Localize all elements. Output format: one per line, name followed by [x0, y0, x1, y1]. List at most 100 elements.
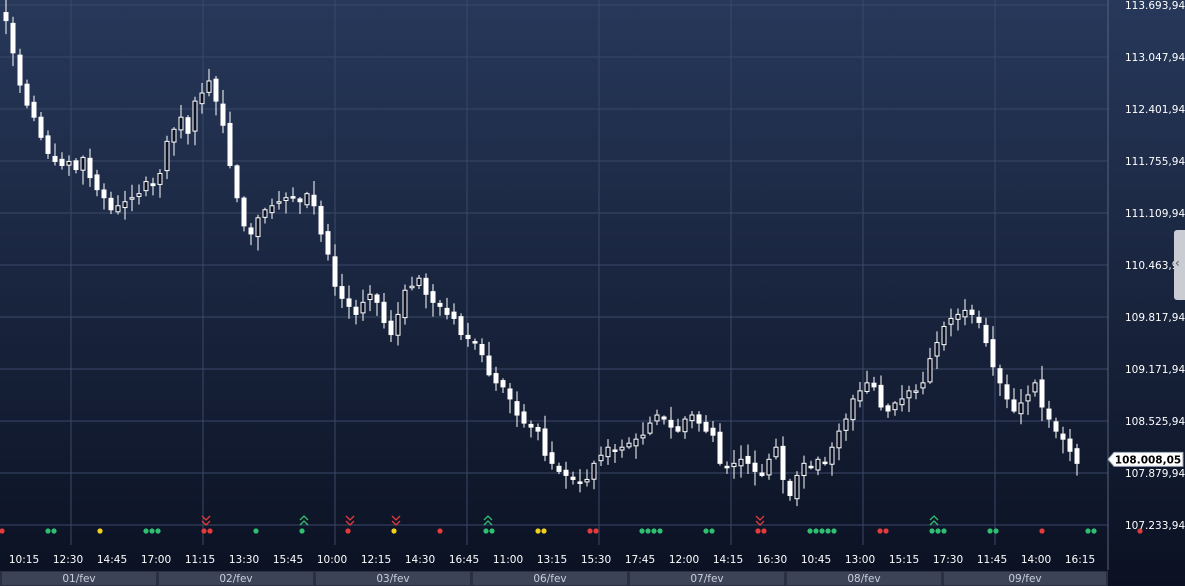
- price-axis-label: 110.463,94: [1125, 260, 1185, 272]
- candle-body: [640, 434, 646, 439]
- chevron-down-icon: [345, 520, 355, 526]
- candle-body: [409, 285, 415, 289]
- chevron-up-icon: [483, 520, 493, 526]
- signal-dot: [45, 528, 51, 534]
- candle-body: [1053, 421, 1059, 432]
- candle-body: [717, 431, 723, 464]
- candle-body: [955, 313, 961, 320]
- candle-body: [591, 462, 597, 480]
- candle-body: [1039, 379, 1045, 408]
- candle-body: [66, 160, 72, 166]
- candle-body: [17, 54, 23, 86]
- candle-body: [703, 421, 709, 432]
- candle-body: [801, 462, 807, 477]
- candle-body: [570, 476, 576, 480]
- chevron-down-icon: [391, 520, 401, 526]
- candle-body: [290, 196, 296, 199]
- candle-body: [143, 181, 149, 192]
- candle-body: [612, 449, 618, 452]
- candle-body: [255, 217, 261, 238]
- candle-body: [136, 193, 142, 197]
- signal-dot: [807, 528, 813, 534]
- price-axis-label: 109.171,94: [1125, 364, 1185, 376]
- signal-dot: [143, 528, 149, 534]
- candle-body: [10, 22, 16, 54]
- candle-body: [374, 294, 380, 303]
- date-segment: [2, 572, 156, 585]
- candle-body: [647, 422, 653, 434]
- candle-body: [521, 411, 527, 424]
- candle-body: [605, 446, 611, 458]
- signal-dot: [819, 528, 825, 534]
- candle-body: [598, 454, 604, 462]
- signal-dot: [1091, 528, 1097, 534]
- candle-body: [416, 277, 422, 286]
- candle-body: [276, 201, 282, 204]
- candle-body: [227, 122, 233, 167]
- time-axis-label: 17:00: [141, 554, 171, 566]
- chevron-down-icon: [345, 515, 355, 521]
- candle-body: [73, 160, 79, 171]
- candle-body: [115, 205, 121, 213]
- date-label: 01/fev: [62, 573, 95, 585]
- signal-dot: [993, 528, 999, 534]
- candle-body: [1046, 408, 1052, 420]
- current-price-label: 108.008,05: [1115, 454, 1181, 466]
- signal-dot: [483, 528, 489, 534]
- time-axis-label: 10:00: [317, 554, 347, 566]
- candle-body: [563, 469, 569, 476]
- time-axis: 10:15 12:30 14:45 17:00 11:15 13:30 15:45 10:00…: [9, 554, 1095, 566]
- candle-body: [626, 442, 632, 448]
- candle-body: [710, 427, 716, 436]
- time-axis-label: 16:30: [757, 554, 787, 566]
- candle-body: [150, 183, 156, 187]
- chevron-up-icon: [929, 520, 939, 526]
- signal-dot: [941, 528, 947, 534]
- scroll-handle[interactable]: ‹: [1174, 230, 1185, 300]
- price-axis-label: 107.233,94: [1125, 520, 1185, 532]
- chevron-down-icon: [755, 515, 765, 521]
- candle-body: [514, 401, 520, 416]
- signal-dot: [651, 528, 657, 534]
- candle-body: [395, 313, 401, 336]
- candle-body: [269, 205, 275, 214]
- signal-dot: [0, 528, 5, 534]
- candle-body: [934, 342, 940, 357]
- time-axis-label: 11:00: [493, 554, 523, 566]
- candle-body: [773, 446, 779, 458]
- candle-body: [31, 101, 37, 118]
- date-label: 06/fev: [533, 573, 566, 585]
- candle-body: [59, 158, 65, 167]
- signal-dot: [1085, 528, 1091, 534]
- candle-body: [696, 414, 702, 424]
- price-axis-label: 113.693,94: [1125, 0, 1185, 12]
- candle-body: [857, 390, 863, 402]
- date-label: 02/fev: [219, 573, 252, 585]
- signal-dot: [155, 528, 161, 534]
- candle-body: [822, 461, 828, 465]
- candle-body: [486, 355, 492, 376]
- candle-body: [864, 382, 870, 392]
- candle-body: [745, 455, 751, 464]
- chevron-down-icon: [201, 520, 211, 526]
- candle-body: [997, 368, 1003, 384]
- candle-body: [423, 277, 429, 295]
- candle-body: [1060, 433, 1066, 440]
- signal-dot: [391, 528, 397, 534]
- date-segment: [944, 572, 1106, 585]
- signal-dot: [253, 528, 259, 534]
- signal-dot: [755, 528, 761, 534]
- candle-body: [633, 438, 639, 447]
- signal-dot: [587, 528, 593, 534]
- candle-body: [213, 78, 219, 102]
- candle-body: [192, 100, 198, 132]
- candle-body: [325, 231, 331, 255]
- candle-body: [1067, 438, 1073, 452]
- candle-body: [129, 197, 135, 200]
- candle-body: [990, 339, 996, 368]
- candle-body: [339, 286, 345, 299]
- candle-body: [241, 197, 247, 227]
- signal-dot: [813, 528, 819, 534]
